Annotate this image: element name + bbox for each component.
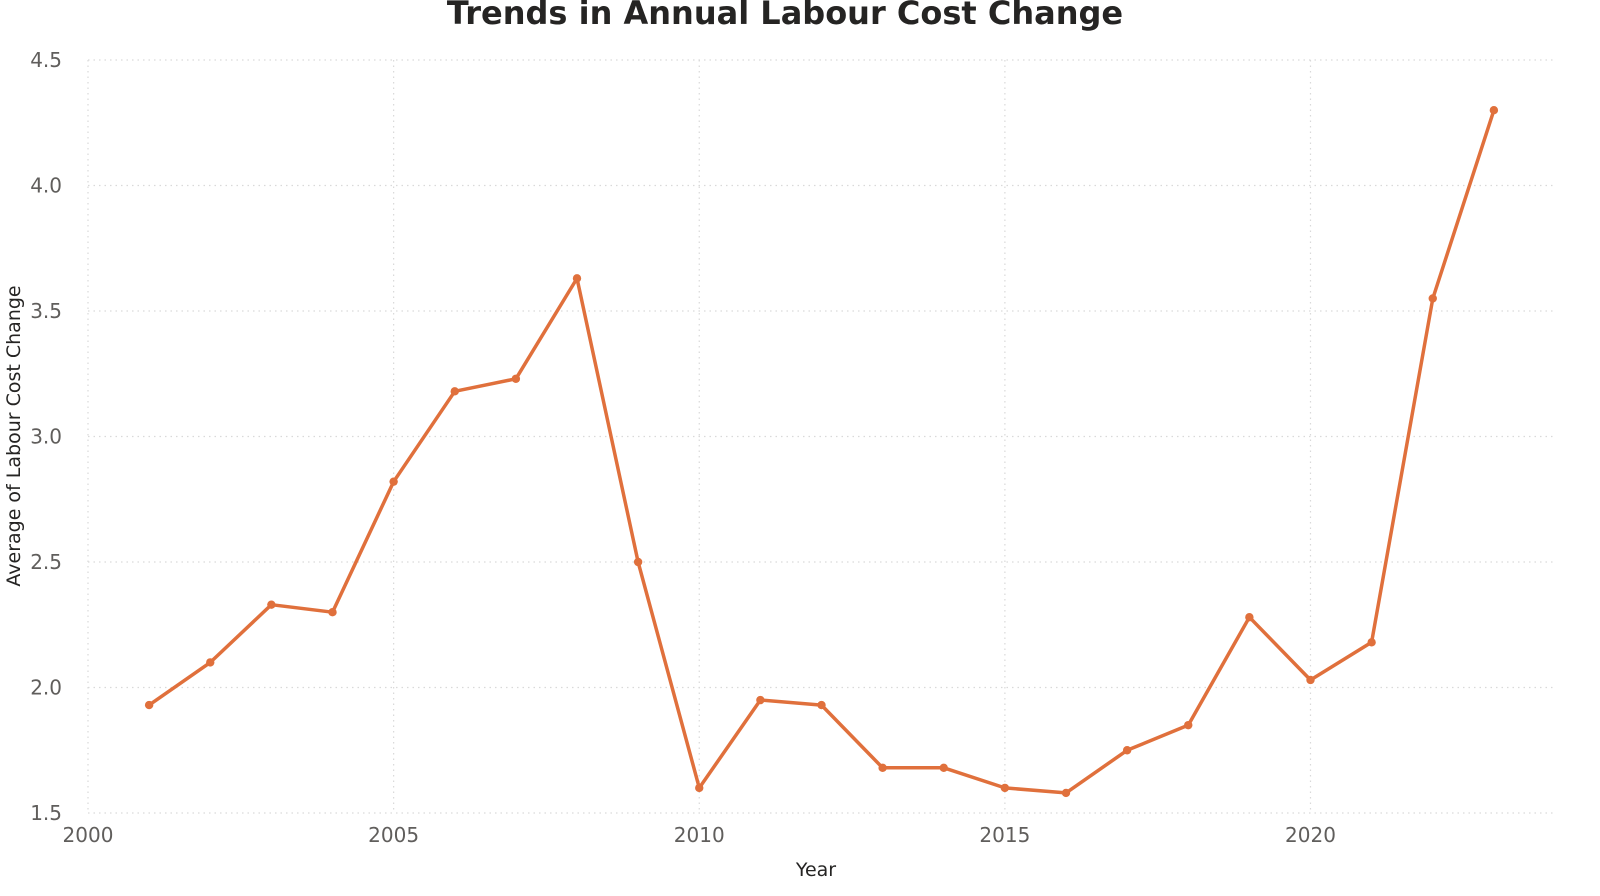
x-tick-label: 2010 xyxy=(674,823,725,847)
data-point[interactable] xyxy=(1489,106,1499,115)
data-point[interactable] xyxy=(328,608,337,617)
y-tick-label: 4.0 xyxy=(30,174,62,198)
y-axis-label: Average of Labour Cost Change xyxy=(3,285,25,586)
y-tick-label: 2.5 xyxy=(30,550,62,574)
x-tick-label: 2015 xyxy=(979,823,1030,847)
y-tick-label: 1.5 xyxy=(30,801,62,825)
data-point[interactable] xyxy=(756,695,765,705)
data-point[interactable] xyxy=(633,557,643,567)
x-tick-label: 2020 xyxy=(1285,823,1336,847)
data-point[interactable] xyxy=(206,658,215,667)
data-point[interactable] xyxy=(1000,783,1010,793)
data-point[interactable] xyxy=(695,783,704,793)
data-point[interactable] xyxy=(1061,788,1071,798)
data-point[interactable] xyxy=(1184,720,1193,730)
gridlines xyxy=(87,59,1555,814)
data-point[interactable] xyxy=(389,477,398,486)
data-point[interactable] xyxy=(1122,746,1132,755)
axis-ticks: 1.5 2.0 2.5 3.0 3.5 4.0 4.5 2000 2005 2010 2015 202… xyxy=(30,48,1336,847)
data-point[interactable] xyxy=(1306,675,1315,685)
data-point[interactable] xyxy=(1245,613,1254,622)
x-tick-label: 2005 xyxy=(368,823,419,847)
y-tick-label: 3.0 xyxy=(30,425,62,449)
series-line xyxy=(147,108,1496,795)
series-labour-cost-change xyxy=(144,106,1499,798)
data-point[interactable] xyxy=(511,374,521,383)
data-point[interactable] xyxy=(939,763,948,773)
y-tick-label: 3.5 xyxy=(30,299,62,323)
data-point[interactable] xyxy=(817,700,826,710)
data-point[interactable] xyxy=(267,600,276,609)
data-point[interactable] xyxy=(1428,294,1437,303)
data-point[interactable] xyxy=(1367,638,1376,647)
data-point[interactable] xyxy=(878,763,887,773)
x-axis-label: Year xyxy=(795,859,836,881)
x-tick-label: 2000 xyxy=(63,823,114,847)
data-point[interactable] xyxy=(572,274,582,283)
y-tick-label: 4.5 xyxy=(30,48,62,72)
data-point[interactable] xyxy=(144,700,154,710)
chart-title: Trends in Annual Labour Cost Change xyxy=(446,0,1124,32)
y-tick-label: 2.0 xyxy=(30,676,62,700)
data-point[interactable] xyxy=(450,387,459,396)
